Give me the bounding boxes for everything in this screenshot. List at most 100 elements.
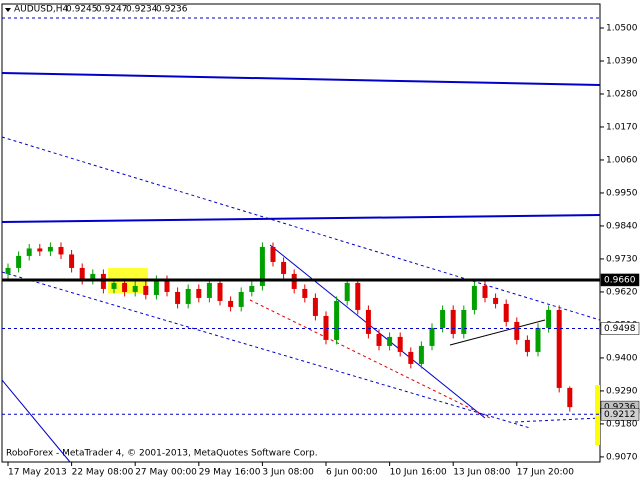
candle-body [503,303,509,322]
candle-body [312,297,318,316]
quote-close: 0.9236 [156,5,188,15]
quote-low: 0.9234 [126,5,158,15]
candle-body [16,255,22,268]
candle-body [334,300,340,340]
trend-line [1,72,601,86]
candle-body [5,267,11,274]
candle-body [153,279,159,295]
menu-arrow[interactable] [5,8,11,12]
level-box [600,322,640,335]
y-tick-label: 1.0390 [606,56,638,66]
trend-line [1,379,71,463]
y-tick-label: 0.9950 [606,188,638,198]
candle-body [249,285,255,292]
x-tick-label: 22 May 08:00 [72,468,134,478]
candle-body [217,282,223,301]
quote-open: 0.9245 [66,5,98,15]
candle-body [323,315,329,340]
candle-body [461,309,467,334]
candle-body [175,291,181,304]
candle-body [546,309,552,328]
x-tick-label: 13 Jun 08:00 [453,468,510,478]
candle-body [196,288,202,298]
candle-body [58,246,64,255]
level-box [600,273,640,287]
level-box [600,408,640,421]
candle-body [90,273,96,280]
candle-body [493,297,499,304]
y-tick-label: 0.9180 [606,419,638,429]
candle-body [514,321,520,340]
x-tick-label: 27 May 00:00 [135,468,197,478]
candle-body [69,254,75,268]
y-tick-label: 0.9070 [606,452,638,462]
candle-body [365,309,371,334]
level-label: 0.9212 [604,410,636,420]
highlight-zone [595,385,600,445]
channel-line [514,417,601,423]
target-line [249,299,491,419]
footer: RoboForex - MetaTrader 4, © 2001-2013, M… [6,449,318,459]
x-tick-label: 17 Jun 20:00 [517,468,574,478]
x-tick-label: 17 May 2013 [8,468,67,478]
x-tick-label: 6 Jun 00:00 [326,468,378,478]
candle-body [482,285,488,298]
candle-body [355,282,361,310]
candle-body [429,327,435,346]
candle-body [37,248,43,252]
candle-body [471,285,477,310]
candle-body [376,333,382,346]
y-tick-label: 1.0060 [606,155,638,165]
candle-body [556,309,562,388]
y-tick-label: 0.9730 [606,254,638,264]
candle-body [440,309,446,328]
candle-body [418,345,424,364]
candle-body [397,336,403,352]
candle-body [535,327,541,352]
x-tick-label: 10 Jun 16:00 [390,468,447,478]
trend-line [269,244,486,419]
y-tick-label: 0.9840 [606,221,638,231]
candle-body [111,282,117,289]
candle-body [281,261,287,274]
symbol-title: AUDUSD,H4 [14,5,69,15]
plot-frame [1,3,601,463]
candle-body [206,282,212,298]
x-tick-label: 29 May 16:00 [199,468,261,478]
channel-line [1,271,531,429]
candle-body [143,285,149,295]
candle-body [524,339,530,352]
candle-body [26,248,32,256]
y-tick-label: 1.0500 [606,23,638,33]
candle-body [47,246,53,252]
candle-body [259,246,265,286]
level-label: 0.9660 [604,275,636,285]
candle-body [408,351,414,364]
candle-body [228,300,234,307]
candle-body [567,387,573,408]
candle-body [79,267,85,280]
candle-body [387,336,393,346]
quote-high: 0.9247 [96,5,128,15]
analysis-objects [1,17,601,463]
trend-line [449,319,546,346]
channel-line [1,136,601,321]
candle-body [122,282,128,292]
candle-body [302,288,308,298]
candle-body [185,288,191,304]
y-tick-label: 0.9290 [606,386,638,396]
level-label: 0.9498 [604,324,636,334]
candle-body [164,279,170,292]
candle-body [450,309,456,334]
y-tick-label: 1.0170 [606,122,638,132]
candle-body [344,282,350,301]
y-tick-label: 0.9400 [606,353,638,363]
y-tick-label: 1.0280 [606,89,638,99]
x-tick-label: 3 Jun 08:00 [262,468,314,478]
level-label: 0.9236 [604,403,636,413]
candle-body [238,291,244,307]
candle-body [132,285,138,292]
y-tick-label: 0.9620 [606,287,638,297]
candle-body [270,246,276,262]
